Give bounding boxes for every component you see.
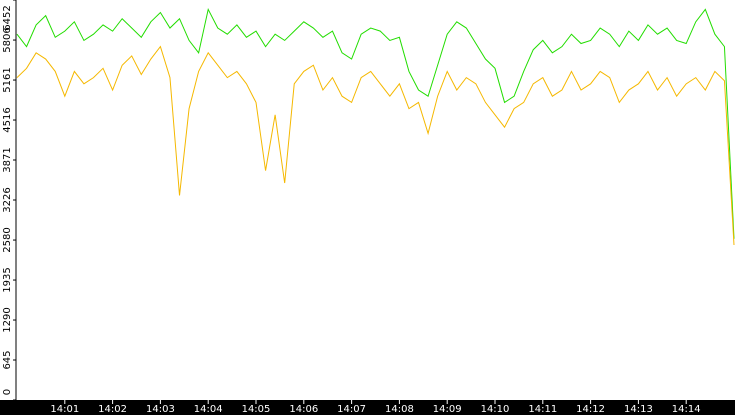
series-line <box>16 45 735 246</box>
y-tick-label: 5161 <box>2 67 13 92</box>
x-tick-label: 14:10 <box>481 404 510 415</box>
x-tick-label: 14:09 <box>433 404 462 415</box>
y-tick-label: 5806 <box>2 27 13 52</box>
series-line <box>16 7 735 239</box>
y-tick-label: 3226 <box>2 187 13 212</box>
x-tick-label: 14:12 <box>576 404 605 415</box>
x-axis-band <box>0 400 735 415</box>
x-tick-label: 14:07 <box>337 404 366 415</box>
y-tick-label: 6452 <box>2 5 13 30</box>
y-tick-label: 645 <box>2 350 13 369</box>
y-tick-label: 0 <box>2 389 13 395</box>
x-tick-label: 14:08 <box>385 404 414 415</box>
y-tick-label: 3871 <box>2 147 13 172</box>
y-tick-label: 4516 <box>2 107 13 132</box>
x-tick-label: 14:03 <box>146 404 175 415</box>
x-tick-label: 14:05 <box>242 404 271 415</box>
x-tick-label: 14:02 <box>98 404 127 415</box>
y-tick-label: 1935 <box>2 267 13 292</box>
y-tick-label: 2580 <box>2 227 13 252</box>
x-tick-label: 14:13 <box>624 404 653 415</box>
x-tick-label: 14:14 <box>672 404 701 415</box>
x-tick-label: 14:04 <box>194 404 223 415</box>
x-tick-label: 14:11 <box>528 404 557 415</box>
x-tick-label: 14:06 <box>289 404 318 415</box>
y-tick-label: 1290 <box>2 307 13 332</box>
x-tick-label: 14:01 <box>50 404 79 415</box>
